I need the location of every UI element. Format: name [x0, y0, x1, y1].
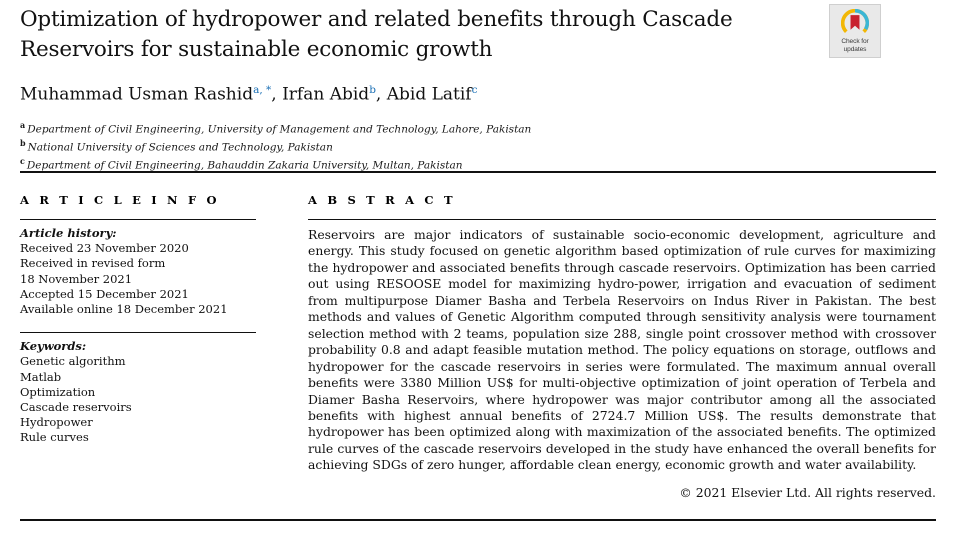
article-history-line: Received 23 November 2020 — [20, 241, 189, 256]
author-separator-2: , — [375, 84, 387, 105]
article-history-line: Available online 18 December 2021 — [20, 302, 228, 317]
author-affiliation-mark-2[interactable]: b — [369, 84, 376, 96]
footer-divider — [20, 519, 936, 521]
affiliation-mark: a — [20, 119, 26, 130]
page-title: Optimization of hydropower and related b… — [20, 7, 733, 62]
abstract-divider — [308, 219, 936, 220]
article-history-label: Article history: — [20, 226, 117, 240]
keyword-item: Matlab — [20, 369, 62, 384]
header-divider — [20, 171, 936, 173]
author-affiliation-mark-1[interactable]: a, * — [253, 84, 272, 96]
affiliation-list: a Department of Civil Engineering, Univer… — [20, 107, 936, 173]
author-list: Muhammad Usman Rashida, *, Irfan Abidb, … — [20, 65, 936, 107]
author-name-1: Muhammad Usman Rashid — [20, 84, 254, 105]
article-info-column: A R T I C L E I N F O Article history: R… — [20, 193, 256, 446]
affiliation-text: National University of Sciences and Tech… — [27, 141, 333, 154]
article-info-divider — [20, 219, 256, 220]
affiliation-mark: c — [20, 155, 25, 166]
keyword-item: Rule curves — [20, 430, 89, 445]
article-history-line: 18 November 2021 — [20, 271, 133, 286]
affiliation-item: c Department of Civil Engineering, Bahaud… — [20, 155, 936, 173]
abstract-column: A B S T R A C T Reservoirs are major ind… — [308, 193, 936, 501]
keywords-label: Keywords: — [20, 339, 87, 354]
keyword-item: Genetic algorithm — [20, 354, 126, 369]
keyword-item: Cascade reservoirs — [20, 400, 132, 415]
crossmark-caption-line2: updates — [843, 46, 867, 53]
affiliation-item: a Department of Civil Engineering, Univer… — [20, 119, 936, 137]
crossmark-caption: Check for updates — [830, 38, 880, 54]
author-name-2: Irfan Abid — [282, 84, 370, 105]
affiliation-text: Department of Civil Engineering, Univers… — [27, 123, 532, 136]
abstract-heading: A B S T R A C T — [308, 193, 456, 207]
affiliation-mark: b — [20, 137, 26, 148]
crossmark-icon — [841, 9, 869, 33]
copyright-notice: © 2021 Elsevier Ltd. All rights reserved… — [679, 484, 936, 500]
affiliation-text: Department of Civil Engineering, Bahaudd… — [26, 159, 463, 172]
keywords-divider — [20, 332, 256, 334]
article-history-block: Article history: Received 23 November 20… — [20, 220, 256, 317]
author-affiliation-mark-3[interactable]: c — [471, 84, 478, 96]
affiliation-item: b National University of Sciences and Tec… — [20, 137, 936, 155]
keyword-item: Optimization — [20, 384, 96, 399]
keywords-block: Keywords: Genetic algorithm Matlab Optim… — [20, 333, 256, 445]
author-name-3: Abid Latif — [386, 84, 472, 105]
abstract-body: Reservoirs are major indicators of susta… — [308, 227, 936, 473]
author-separator-1: , — [271, 84, 283, 105]
keyword-item: Hydropower — [20, 415, 93, 430]
crossmark-badge[interactable]: Check for updates — [829, 4, 881, 58]
article-history-line: Received in revised form — [20, 256, 166, 271]
paper-header: Optimization of hydropower and related b… — [20, 0, 936, 173]
crossmark-caption-line1: Check for — [841, 38, 869, 45]
article-history-line: Accepted 15 December 2021 — [20, 286, 189, 301]
article-info-heading: A R T I C L E I N F O — [20, 193, 220, 207]
